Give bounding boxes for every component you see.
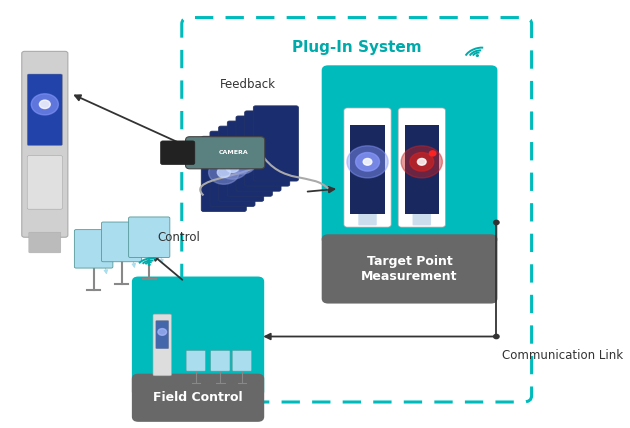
Circle shape [209,160,239,184]
FancyBboxPatch shape [227,121,272,196]
Circle shape [226,151,256,174]
FancyBboxPatch shape [74,230,113,268]
Circle shape [494,334,499,339]
Circle shape [401,146,442,178]
FancyBboxPatch shape [358,213,377,226]
Text: Communication Link: Communication Link [501,349,623,362]
Circle shape [476,55,478,56]
FancyBboxPatch shape [132,276,264,396]
FancyBboxPatch shape [202,136,246,211]
FancyBboxPatch shape [132,374,264,422]
Circle shape [217,155,248,179]
FancyBboxPatch shape [153,314,171,376]
FancyBboxPatch shape [398,108,445,227]
Circle shape [347,146,388,178]
FancyBboxPatch shape [413,213,431,226]
FancyBboxPatch shape [404,125,439,214]
Text: Plug-In System: Plug-In System [292,40,421,55]
Circle shape [363,158,372,165]
Circle shape [418,158,426,165]
Circle shape [149,264,150,265]
FancyBboxPatch shape [186,137,265,169]
FancyBboxPatch shape [156,321,169,349]
FancyBboxPatch shape [27,156,62,209]
Circle shape [217,167,231,178]
Text: Control: Control [158,231,200,244]
Circle shape [32,94,59,115]
FancyBboxPatch shape [344,108,391,227]
FancyBboxPatch shape [244,111,290,186]
Text: CAMERA: CAMERA [219,150,248,155]
Circle shape [430,151,436,156]
FancyBboxPatch shape [322,65,498,244]
FancyBboxPatch shape [232,351,252,371]
Text: Target Point
Measurement: Target Point Measurement [362,255,458,283]
Circle shape [234,157,248,167]
FancyBboxPatch shape [236,116,281,191]
FancyBboxPatch shape [322,234,498,303]
FancyBboxPatch shape [210,351,230,371]
Circle shape [410,152,433,171]
Circle shape [226,162,239,172]
FancyBboxPatch shape [29,232,61,253]
Text: Feedback: Feedback [220,78,276,92]
FancyBboxPatch shape [350,125,384,214]
FancyBboxPatch shape [101,222,142,262]
Circle shape [158,329,166,335]
FancyBboxPatch shape [161,141,195,165]
FancyBboxPatch shape [22,51,68,237]
Circle shape [40,100,50,109]
FancyBboxPatch shape [27,74,62,146]
FancyBboxPatch shape [186,351,205,371]
FancyBboxPatch shape [253,106,299,181]
Circle shape [355,152,379,171]
Circle shape [494,220,499,225]
Text: Field Control: Field Control [153,391,243,404]
FancyBboxPatch shape [210,131,255,206]
FancyBboxPatch shape [219,126,264,201]
FancyBboxPatch shape [129,217,170,258]
